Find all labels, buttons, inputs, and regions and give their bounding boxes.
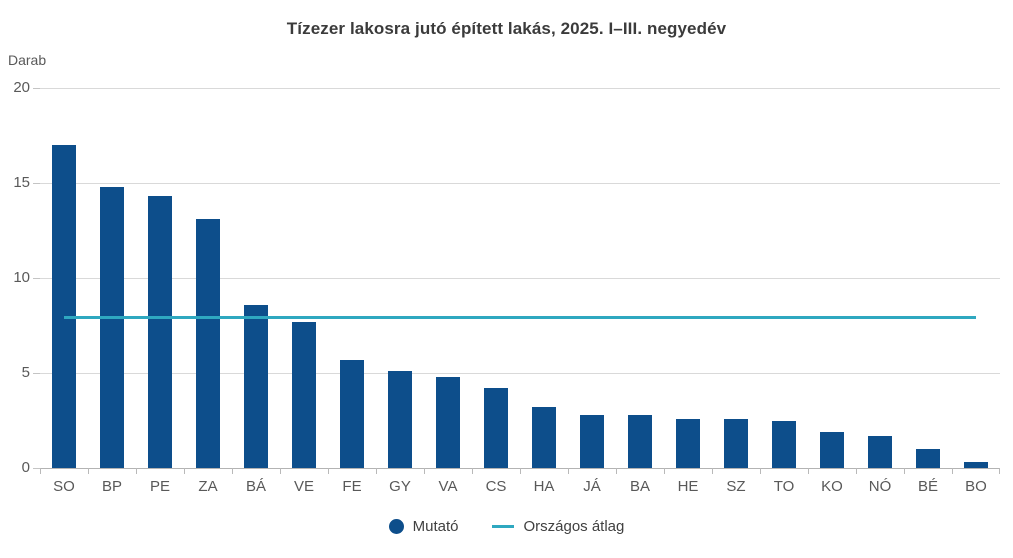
bar-BP[interactable] xyxy=(100,186,124,468)
x-tick-label-BP: BP xyxy=(101,478,122,495)
x-axis-tick xyxy=(999,468,1000,474)
bar-series-marker-icon xyxy=(388,518,404,534)
average-line-marker-icon xyxy=(492,524,515,528)
x-tick-label-KO: KO xyxy=(821,478,843,495)
x-tick-label-BA: BA xyxy=(629,478,650,495)
legend-item-mutato[interactable]: Mutató xyxy=(388,517,459,535)
x-tick-label-HE: HE xyxy=(677,478,699,495)
gridline xyxy=(40,373,1000,374)
bar-VA[interactable] xyxy=(436,376,460,468)
x-tick-label-VE: VE xyxy=(293,478,314,495)
bar-TO[interactable] xyxy=(772,420,796,468)
y-tick-label: 0 xyxy=(21,459,30,476)
x-axis-tick xyxy=(616,468,617,474)
x-tick-label-HA: HA xyxy=(533,478,555,495)
bar-BA[interactable] xyxy=(628,414,652,468)
x-axis-tick xyxy=(424,468,425,474)
x-tick-label-NÓ: NÓ xyxy=(868,478,892,495)
y-tick-label: 10 xyxy=(13,269,30,286)
x-axis-tick xyxy=(136,468,137,474)
legend: Mutató Országos átlag xyxy=(0,514,1013,538)
x-axis-labels: SO BP PE ZA BÁ VE FE GY VA CS HA JÁ BA HE SZ TO KO NÓ BÉ BO xyxy=(40,478,1000,498)
x-axis-tick xyxy=(184,468,185,474)
x-tick-label-JÁ: JÁ xyxy=(583,478,601,495)
x-axis-tick xyxy=(664,468,665,474)
x-axis-tick xyxy=(88,468,89,474)
y-axis-labels: 0 5 10 15 20 xyxy=(0,79,30,476)
bar-ZA[interactable] xyxy=(196,219,220,468)
x-tick-label-BO: BO xyxy=(965,478,987,495)
bar-HA[interactable] xyxy=(532,407,556,468)
x-axis-tick xyxy=(376,468,377,474)
bar-BÉ[interactable] xyxy=(916,449,940,468)
y-axis-tick xyxy=(33,373,40,374)
bar-VE[interactable] xyxy=(292,321,316,468)
legend-item-orszagos-atlag[interactable]: Országos átlag xyxy=(492,518,624,535)
legend-label-orszagos-atlag: Országos átlag xyxy=(523,517,625,535)
x-tick-label-GY: GY xyxy=(389,478,411,495)
x-tick-label-ZA: ZA xyxy=(198,478,218,495)
gridline xyxy=(40,278,1000,279)
x-axis-tick xyxy=(808,468,809,474)
x-axis-tick xyxy=(40,468,41,474)
y-axis-tick xyxy=(33,88,40,89)
average-line[interactable] xyxy=(64,316,976,320)
x-tick-label-SZ: SZ xyxy=(726,478,746,495)
x-axis-tick xyxy=(712,468,713,474)
x-axis-tick xyxy=(280,468,281,474)
bar-SO[interactable] xyxy=(52,145,76,468)
y-axis-tick xyxy=(33,183,40,184)
x-axis-tick xyxy=(232,468,233,474)
x-axis-tick xyxy=(328,468,329,474)
x-tick-label-FE: FE xyxy=(342,478,362,495)
x-tick-label-BÉ: BÉ xyxy=(917,478,938,495)
x-axis-tick xyxy=(856,468,857,474)
x-tick-label-TO: TO xyxy=(773,478,795,495)
y-axis-unit-label: Darab xyxy=(8,52,47,68)
x-axis-tick xyxy=(904,468,905,474)
plot-area xyxy=(33,88,1000,474)
x-axis-tick xyxy=(472,468,473,474)
x-axis-tick xyxy=(760,468,761,474)
bar-HE[interactable] xyxy=(676,418,700,468)
bar-GY[interactable] xyxy=(388,371,412,468)
x-tick-label-PE: PE xyxy=(149,478,170,495)
y-tick-label: 20 xyxy=(13,79,30,96)
bar-CS[interactable] xyxy=(484,388,508,468)
bar-NÓ[interactable] xyxy=(868,435,892,468)
bar-PE[interactable] xyxy=(148,196,172,468)
y-axis-tick xyxy=(33,468,40,469)
x-tick-label-SO: SO xyxy=(53,478,75,495)
x-tick-label-CS: CS xyxy=(485,478,507,495)
y-tick-label: 15 xyxy=(13,174,30,191)
x-axis-tick xyxy=(568,468,569,474)
gridline xyxy=(40,183,1000,184)
bar-FE[interactable] xyxy=(340,359,364,468)
bar-BÁ[interactable] xyxy=(244,304,268,468)
y-axis-tick xyxy=(33,278,40,279)
bar-JÁ[interactable] xyxy=(580,414,604,468)
chart-title: Tízezer lakosra jutó épített lakás, 2025… xyxy=(286,19,727,38)
bar-KO[interactable] xyxy=(820,431,844,468)
bar-BO[interactable] xyxy=(964,462,988,468)
x-tick-label-BÁ: BÁ xyxy=(245,478,266,495)
y-tick-label: 5 xyxy=(21,364,30,381)
gridline xyxy=(40,88,1000,89)
legend-label-mutato: Mutató xyxy=(412,517,459,535)
x-axis-tick xyxy=(952,468,953,474)
bar-SZ[interactable] xyxy=(724,418,748,468)
x-tick-label-VA: VA xyxy=(438,478,458,495)
x-axis-tick xyxy=(520,468,521,474)
